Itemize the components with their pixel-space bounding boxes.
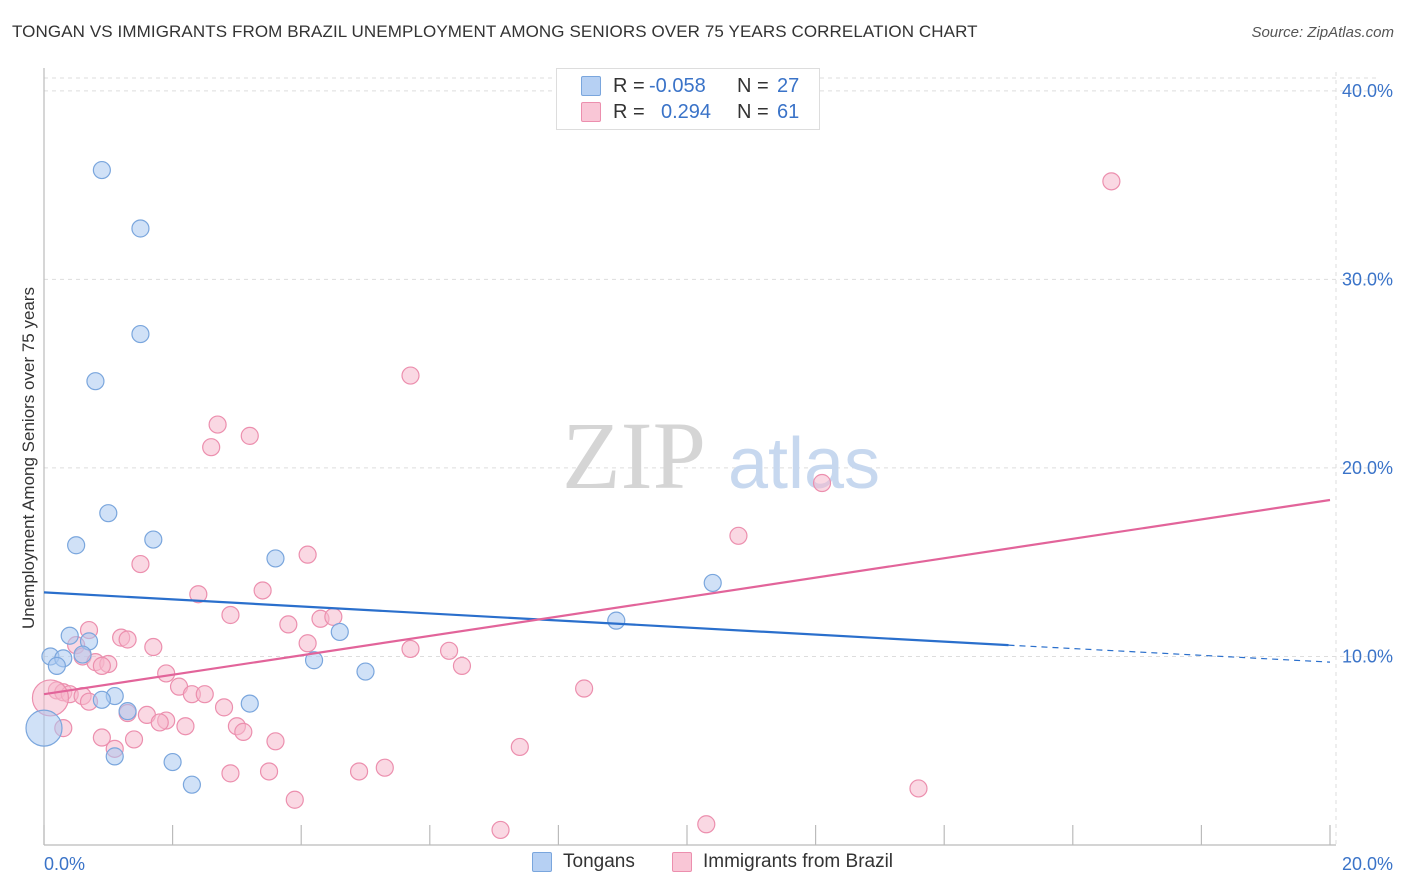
brazil-point [324,607,343,626]
r-label: R = [613,101,645,123]
brazil-point [401,639,420,659]
tongans-point [266,549,285,568]
watermark: ZIP atlas [562,402,880,509]
brazil-point [118,630,137,649]
tongans-point [60,626,79,645]
brazil-point [240,426,259,445]
tongans-point [703,573,722,593]
brazil-point [575,679,594,698]
tongans-swatch [581,76,601,96]
tongans-point [131,324,150,344]
brazil-point [214,698,234,717]
brazil-point [221,764,240,783]
r-value: 0.294 [661,101,712,123]
correlation-legend: R = -0.058 N = 27 R = 0.294 N = 61 [556,68,820,130]
brazil-point [189,585,208,604]
tongans-point [92,690,111,709]
tongans-point [92,160,111,180]
brazil-point [1102,172,1121,191]
tongans-point [73,645,92,664]
tongans-trend-extension [1008,644,1331,663]
y-tick-label: 10.0% [1342,646,1393,666]
tongans-point [144,530,163,549]
tongans-point [182,775,201,794]
brazil-point [259,762,279,781]
y-tick-label: 40.0% [1342,81,1393,101]
n-label: N = [737,101,769,123]
brazil-point [157,664,176,683]
brazil-point [144,637,163,657]
y-axis-label: Unemployment Among Seniors over 75 years [19,287,38,629]
tongans-point [240,694,259,713]
brazil-point [31,679,70,717]
brazil-legend-swatch [672,852,692,872]
brazil-point [150,713,169,732]
points-layer [25,160,1121,840]
y-tick-label: 20.0% [1342,458,1393,478]
n-value: 61 [777,101,800,123]
brazil-point [349,762,369,781]
brazil-point [202,438,221,457]
tongans-point [99,504,118,523]
brazil-point [124,730,144,749]
brazil-point [401,366,420,385]
n-label: N = [737,75,769,97]
brazil-point [452,656,472,675]
brazil-point [491,820,510,840]
tongans-trend-line [43,591,1009,647]
brazil-point [298,545,317,564]
tongans-point [330,622,349,642]
r-label: R = [613,75,645,97]
brazil-point [298,634,317,653]
watermark-zip: ZIP [562,402,706,509]
brazil-point [909,779,928,798]
brazil-point [195,685,214,704]
brazil-trend-line [43,498,1331,696]
legend-label-tongans: Tongans [563,851,635,872]
tongans-point [25,709,63,747]
brazil-point [92,656,111,675]
brazil-point [812,473,832,493]
source-credit: Source: ZipAtlas.com [1251,24,1394,41]
y-tick-label: 30.0% [1342,269,1393,289]
brazil-point [729,526,748,545]
legend-label-brazil: Immigrants from Brazil [703,851,894,872]
tongans-point [304,651,324,670]
tongans-point [118,702,137,721]
brazil-point [375,758,394,777]
brazil-point [279,615,298,634]
brazil-point [92,728,111,747]
r-value: -0.058 [649,75,706,97]
tongans-legend-swatch [532,852,552,872]
trend-layer [43,498,1331,696]
brazil-point [234,722,253,741]
n-value: 27 [777,75,800,97]
tongans-point [67,536,86,555]
brazil-point [266,732,285,751]
tongans-point [131,219,150,238]
x-tick-label-max: 20.0% [1342,854,1393,874]
brazil-point [176,717,195,736]
brazil-point [697,815,716,834]
x-tick-label-min: 0.0% [44,854,85,874]
tongans-point [163,752,182,772]
tongans-point [86,372,105,391]
brazil-swatch [581,102,601,122]
tongans-point [607,611,626,630]
tongans-point [356,662,375,681]
brazil-point [439,641,459,660]
brazil-point [285,790,304,809]
tongans-point [105,747,124,766]
brazil-point [208,415,227,434]
brazil-point [221,605,240,625]
brazil-point [510,737,529,757]
watermark-atlas: atlas [728,424,880,504]
tongans-point [47,656,66,675]
chart-title: TONGAN VS IMMIGRANTS FROM BRAZIL UNEMPLO… [12,22,978,41]
brazil-point [253,581,272,600]
brazil-point [131,554,150,574]
